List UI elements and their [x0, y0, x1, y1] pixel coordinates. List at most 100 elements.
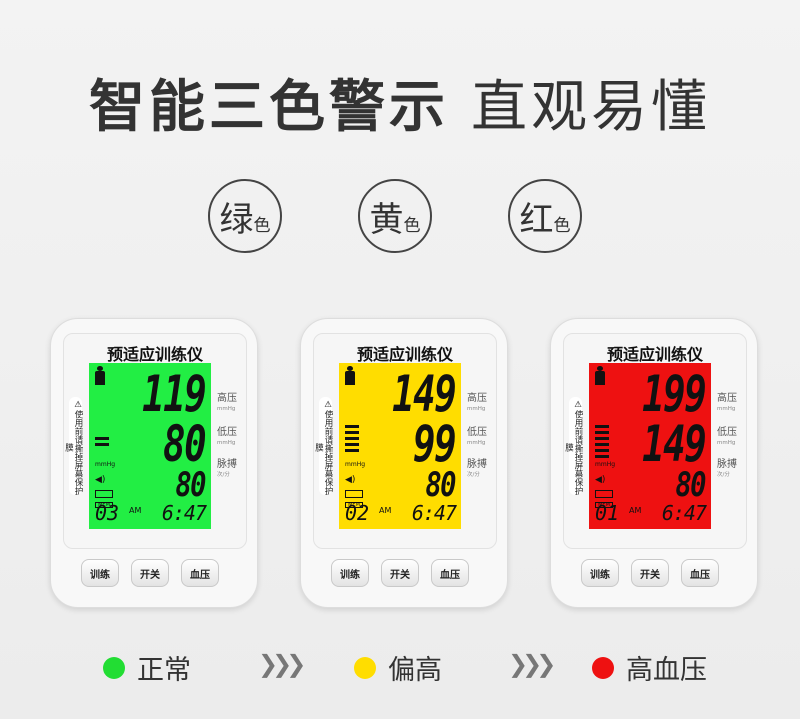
memory-icon: MEM — [595, 502, 613, 508]
diastolic-label: 低压 mmHg — [717, 427, 737, 449]
power-button[interactable]: 开关 — [631, 559, 669, 587]
systolic-label: 高压 mmHg — [217, 393, 237, 415]
badge-suffix: 色 — [253, 215, 271, 236]
level-bar — [595, 431, 609, 434]
systolic-label: 高压 mmHg — [717, 393, 737, 415]
status-dot — [354, 656, 376, 679]
clock-time: 6:47 — [411, 501, 457, 525]
arrow-icon: ❯❯❯ — [258, 650, 306, 678]
power-button[interactable]: 开关 — [381, 559, 419, 587]
blood-pressure-button[interactable]: 血压 — [181, 559, 219, 587]
label-text: 高压 — [217, 393, 237, 404]
level-bar — [595, 455, 609, 458]
level-bar — [95, 443, 109, 446]
battery-icon — [595, 490, 613, 498]
pulse-value: 80 — [175, 465, 206, 505]
level-bar — [595, 449, 609, 452]
legend-label: 高血压 — [626, 655, 707, 686]
level-indicator — [595, 425, 609, 458]
color-badge-2: 红色 — [508, 179, 582, 253]
systolic-value: 149 — [391, 365, 457, 423]
legend-label: 偏高 — [388, 655, 442, 686]
pulse-label: 脉搏次/分 — [217, 459, 237, 481]
battery-icon — [95, 490, 113, 498]
level-bar — [595, 437, 609, 440]
badge-char: 红 — [519, 199, 554, 240]
power-button[interactable]: 开关 — [131, 559, 169, 587]
device-title: 预适应训练仪 — [606, 345, 703, 364]
label-unit: 次/分 — [717, 472, 730, 478]
unit-label: mmHg — [95, 461, 116, 468]
badge-suffix: 色 — [403, 215, 421, 236]
label-text: 脉搏 — [217, 459, 237, 470]
label-unit: mmHg — [717, 406, 736, 412]
bp-monitor-1: 预适应训练仪 ⚠使用前请撕掉屏幕保护膜 mmHg ◀) MEM 149 99 8… — [300, 318, 508, 608]
systolic-value: 199 — [641, 365, 707, 423]
pulse-value: 80 — [425, 465, 456, 505]
blood-pressure-button[interactable]: 血压 — [431, 559, 469, 587]
speaker-icon: ◀) — [595, 475, 606, 485]
label-unit: mmHg — [217, 440, 236, 446]
badge-char: 黄 — [369, 199, 404, 240]
lcd-screen: mmHg ◀) MEM 199 149 80 01 AM 6:47 — [589, 363, 711, 529]
level-indicator — [95, 437, 109, 446]
label-unit: 次/分 — [217, 472, 230, 478]
pulse-label: 脉搏次/分 — [717, 459, 737, 481]
train-button[interactable]: 训练 — [331, 559, 369, 587]
am-indicator: AM — [629, 506, 642, 515]
pulse-value: 80 — [675, 465, 706, 505]
lcd-screen: mmHg ◀) MEM 149 99 80 02 AM 6:47 — [339, 363, 461, 529]
memory-number: 03 — [95, 501, 120, 525]
am-indicator: AM — [379, 506, 392, 515]
unit-label: mmHg — [595, 461, 616, 468]
status-dot — [592, 656, 614, 679]
level-bar — [345, 449, 359, 452]
warning-sticker: ⚠使用前请撕掉屏幕保护膜 — [314, 397, 333, 495]
memory-number: 01 — [595, 501, 620, 525]
label-text: 低压 — [717, 427, 737, 438]
blood-pressure-button[interactable]: 血压 — [681, 559, 719, 587]
label-unit: mmHg — [217, 406, 236, 412]
legend-item-0: 正常 — [103, 648, 191, 687]
level-bar — [95, 437, 109, 440]
status-dot — [103, 656, 125, 679]
level-bar — [345, 437, 359, 440]
memory-icon: MEM — [95, 502, 113, 508]
badge-suffix: 色 — [553, 215, 571, 236]
label-text: 脉搏 — [467, 459, 487, 470]
train-button[interactable]: 训练 — [581, 559, 619, 587]
bp-monitor-0: 预适应训练仪 ⚠使用前请撕掉屏幕保护膜 mmHg ◀) MEM 119 80 8… — [50, 318, 258, 608]
diastolic-value: 149 — [641, 415, 707, 473]
level-bar — [345, 425, 359, 428]
device-title: 预适应训练仪 — [356, 345, 453, 364]
headline-bold: 智能三色警示 — [89, 75, 449, 140]
label-text: 低压 — [217, 427, 237, 438]
color-badge-0: 绿色 — [208, 179, 282, 253]
level-bar — [595, 443, 609, 446]
label-text: 脉搏 — [717, 459, 737, 470]
label-text: 高压 — [467, 393, 487, 404]
bp-monitor-2: 预适应训练仪 ⚠使用前请撕掉屏幕保护膜 mmHg ◀) MEM 199 149 … — [550, 318, 758, 608]
label-unit: mmHg — [467, 440, 486, 446]
legend-item-1: 偏高 — [354, 648, 442, 687]
legend-item-2: 高血压 — [592, 648, 707, 687]
speaker-icon: ◀) — [345, 475, 356, 485]
level-indicator — [345, 425, 359, 452]
battery-icon — [345, 490, 363, 498]
pulse-label: 脉搏 次/分 — [467, 459, 487, 481]
diastolic-value: 99 — [412, 415, 457, 473]
headline: 智能三色警示 直观易懂 — [0, 62, 800, 143]
systolic-label: 高压 mmHg — [467, 393, 487, 415]
headline-normal: 直观易懂 — [471, 75, 711, 140]
label-unit: mmHg — [717, 440, 736, 446]
label-unit: mmHg — [467, 406, 486, 412]
diastolic-value: 80 — [162, 415, 207, 473]
color-badge-1: 黄色 — [358, 179, 432, 253]
clock-time: 6:47 — [161, 501, 207, 525]
user-icon — [345, 366, 355, 385]
train-button[interactable]: 训练 — [81, 559, 119, 587]
warning-sticker: ⚠使用前请撕掉屏幕保护膜 — [564, 397, 583, 495]
legend-label: 正常 — [137, 655, 191, 686]
label-text: 低压 — [467, 427, 487, 438]
unit-label: mmHg — [345, 461, 366, 468]
